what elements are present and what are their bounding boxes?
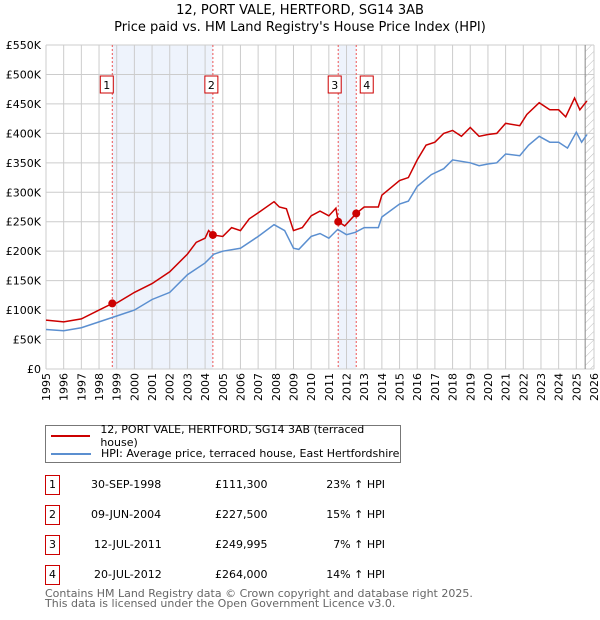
transaction-number: 3 (45, 535, 60, 555)
x-tick-label: 2024 (553, 373, 566, 401)
forecast-hatch (585, 45, 594, 369)
x-tick-label: 1995 (40, 373, 53, 401)
y-tick-label: £500K (6, 68, 42, 81)
transaction-date: 09-JUN-2004 (91, 508, 162, 521)
x-tick-label: 2004 (199, 373, 212, 401)
chart-legend: 12, PORT VALE, HERTFORD, SG14 3AB (terra… (45, 423, 401, 463)
transaction-hpi-change: 23% ↑ HPI (326, 478, 385, 491)
x-tick-label: 2010 (305, 373, 318, 401)
sale-label-box (359, 75, 374, 94)
x-tick-label: 2000 (128, 373, 141, 401)
x-tick-label: 2011 (323, 373, 336, 401)
shaded-period (338, 45, 357, 369)
transaction-price: £264,000 (215, 568, 268, 581)
sale-label: 4 (363, 79, 370, 92)
y-tick-label: £300K (6, 186, 42, 199)
transaction-row: 4 20-JUL-2012 £264,000 14% ↑ HPI (45, 565, 385, 585)
x-tick-label: 2012 (341, 373, 354, 401)
x-tick-label: 2006 (234, 373, 247, 401)
x-tick-label: 2016 (411, 373, 424, 401)
x-tick-label: 2019 (464, 373, 477, 401)
y-tick-label: £400K (6, 127, 42, 140)
sale-point (208, 230, 217, 239)
x-tick-label: 2022 (517, 373, 530, 401)
transaction-row: 2 09-JUN-2004 £227,500 15% ↑ HPI (45, 505, 385, 525)
x-tick-label: 1997 (75, 373, 88, 401)
x-tick-label: 2021 (500, 373, 513, 401)
x-tick-label: 2023 (535, 373, 548, 401)
y-tick-label: £50K (13, 334, 42, 347)
x-tick-label: 2002 (164, 373, 177, 401)
legend-item-property: 12, PORT VALE, HERTFORD, SG14 3AB (terra… (46, 423, 400, 449)
x-tick-label: 2018 (447, 373, 460, 401)
y-tick-label: £150K (6, 275, 42, 288)
sale-point (108, 299, 117, 308)
y-tick-label: £200K (6, 245, 42, 258)
transaction-hpi-change: 14% ↑ HPI (326, 568, 385, 581)
footer-licence: This data is licensed under the Open Gov… (45, 597, 396, 610)
x-tick-label: 1998 (93, 373, 106, 401)
sale-label-box (327, 75, 342, 94)
chart-subtitle: Price paid vs. HM Land Registry's House … (114, 20, 486, 35)
transaction-price: £111,300 (215, 478, 268, 491)
y-tick-label: £450K (6, 98, 42, 111)
y-tick-label: £100K (6, 304, 42, 317)
y-tick-label: £250K (6, 216, 42, 229)
transaction-number: 2 (45, 505, 60, 525)
legend-item-hpi: HPI: Average price, terraced house, East… (46, 445, 400, 462)
series-line (45, 96, 588, 323)
x-tick-label: 2005 (217, 373, 230, 401)
footer-copyright: Contains HM Land Registry data © Crown c… (45, 587, 473, 600)
transaction-number: 4 (45, 565, 60, 585)
x-tick-label: 2003 (181, 373, 194, 401)
sale-point (334, 217, 343, 226)
transaction-row: 1 30-SEP-1998 £111,300 23% ↑ HPI (45, 475, 385, 495)
transaction-price: £227,500 (215, 508, 268, 521)
x-tick-label: 1999 (111, 373, 124, 401)
transaction-price: £249,995 (215, 538, 268, 551)
price-chart: 1995 1996 1997 1998 1999 2000 2001 2002 2003 2004… (6, 39, 600, 401)
y-tick-label: £550K (6, 39, 42, 52)
sale-label: 2 (208, 79, 215, 92)
sale-label: 3 (331, 79, 338, 92)
transaction-date: 20-JUL-2012 (94, 568, 162, 581)
shaded-period (112, 45, 213, 369)
x-tick-label: 2007 (252, 373, 265, 401)
x-tick-label: 2025 (570, 373, 583, 401)
x-tick-label: 2008 (270, 373, 283, 401)
chart-title-main: 12, PORT VALE, HERTFORD, SG14 3AB (176, 3, 424, 18)
x-tick-label: 2015 (394, 373, 407, 401)
transaction-row: 3 12-JUL-2011 £249,995 7% ↑ HPI (45, 535, 385, 555)
sale-label-box (99, 75, 114, 94)
x-tick-label: 2013 (358, 373, 371, 401)
x-tick-label: 2017 (429, 373, 442, 401)
transaction-date: 12-JUL-2011 (94, 538, 162, 551)
legend-swatch-blue (51, 452, 91, 455)
transaction-hpi-change: 7% ↑ HPI (333, 538, 385, 551)
series-line (45, 130, 588, 332)
x-tick-label: 2020 (482, 373, 495, 401)
sale-label: 1 (103, 79, 110, 92)
x-tick-label: 2009 (287, 373, 300, 401)
sale-point (352, 209, 361, 218)
sale-label-box (204, 75, 219, 94)
x-tick-label: 2001 (146, 373, 159, 401)
footer: Contains HM Land Registry data © Crown c… (45, 587, 473, 610)
legend-label: HPI: Average price, terraced house, East… (101, 447, 400, 460)
x-tick-label: 1996 (58, 373, 71, 401)
transaction-hpi-change: 15% ↑ HPI (326, 508, 385, 521)
x-tick-label: 2014 (376, 373, 389, 401)
legend-label: 12, PORT VALE, HERTFORD, SG14 3AB (terra… (100, 422, 365, 449)
x-tick-label: 2026 (588, 373, 600, 401)
y-tick-label: £350K (6, 157, 42, 170)
transaction-date: 30-SEP-1998 (91, 478, 162, 491)
legend-swatch-red (51, 434, 91, 437)
y-tick-label: £0 (27, 363, 41, 376)
transaction-number: 1 (45, 475, 60, 495)
chart-title: 12, PORT VALE, HERTFORD, SG14 3AB Price … (0, 2, 600, 36)
